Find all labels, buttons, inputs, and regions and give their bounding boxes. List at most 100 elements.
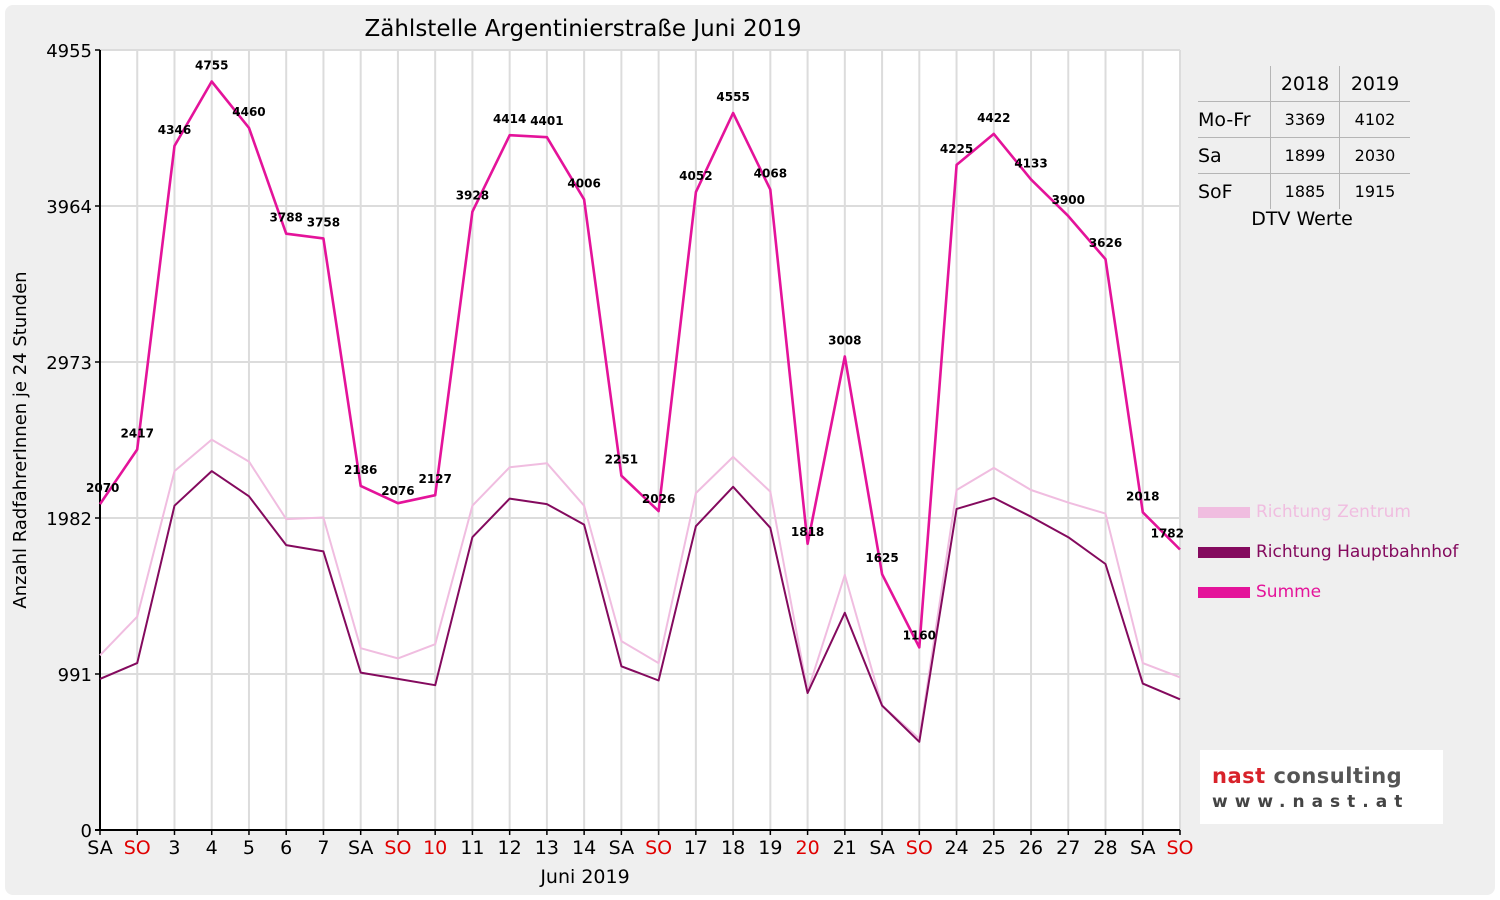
axes: 0 991 1982 2973 3964 4955 SA SO 3 4 5 6 7 SA SO 10 11 12 1…	[46, 41, 1193, 859]
data-label: 3928	[456, 189, 489, 203]
logo-brand-consulting: consulting	[1265, 764, 1403, 788]
company-logo: nast consulting www.nast.at	[1200, 750, 1443, 824]
dtv-row-label: Mo-Fr	[1198, 101, 1271, 138]
data-label: 4555	[716, 90, 749, 104]
legend-swatch-summe	[1198, 586, 1250, 598]
data-label: 3008	[828, 333, 861, 347]
data-label: 4006	[567, 176, 600, 190]
dtv-value-2018: 3369	[1270, 101, 1340, 138]
data-label: 4052	[679, 169, 712, 183]
data-label: 4414	[493, 112, 526, 126]
y-tick-label: 4955	[46, 41, 92, 62]
x-tick-label: 7	[317, 837, 329, 859]
logo-url: www.nast.at	[1212, 792, 1410, 812]
data-label: 2251	[605, 453, 638, 467]
x-tick-label: SA	[87, 837, 112, 859]
x-tick-label: 10	[423, 837, 447, 859]
legend-item-hauptbahnhof: Richtung Hauptbahnhof	[1198, 532, 1458, 572]
data-label: 3758	[307, 215, 340, 229]
data-label: 2127	[418, 472, 451, 486]
x-tick-label: SA	[348, 837, 373, 859]
dtv-header-2019: 2019	[1339, 66, 1410, 102]
y-axis-title: Anzahl RadfahrerInnen je 24 Stunden	[10, 271, 31, 608]
data-label: 3788	[270, 211, 303, 225]
series-lines	[98, 80, 1181, 743]
dtv-row-sof: SoF 1885 1915	[1198, 173, 1410, 209]
legend-item-zentrum: Richtung Zentrum	[1198, 492, 1458, 532]
series-line-richtung-hauptbahnhof	[99, 470, 1181, 743]
data-label: 2070	[86, 481, 119, 495]
x-tick-label: 5	[243, 837, 255, 859]
data-label: 4755	[195, 58, 228, 72]
x-tick-label: 12	[498, 837, 522, 859]
grid	[100, 49, 1181, 830]
x-tick-label: 3	[168, 837, 180, 859]
dtv-value-2019: 2030	[1339, 137, 1410, 174]
dtv-row-mofr: Mo-Fr 3369 4102	[1198, 101, 1410, 138]
data-label: 3626	[1089, 236, 1122, 250]
plot-area	[100, 50, 1180, 830]
dtv-row-label: Sa	[1198, 137, 1271, 174]
y-tick-label: 2973	[46, 353, 92, 374]
data-label: 4225	[940, 142, 973, 156]
x-tick-label: 4	[206, 837, 218, 859]
data-label: 2417	[121, 427, 154, 441]
x-tick-label: 27	[1056, 837, 1080, 859]
data-label: 2018	[1126, 489, 1159, 503]
data-label: 4346	[158, 123, 191, 137]
dtv-value-2019: 1915	[1339, 173, 1410, 209]
data-label: 2186	[344, 463, 377, 477]
y-tick-label: 3964	[46, 197, 92, 218]
x-axis-title: Juni 2019	[539, 866, 629, 888]
legend-label-summe: Summe	[1256, 582, 1322, 602]
data-label: 4133	[1014, 156, 1047, 170]
x-tick-label: SO	[906, 837, 933, 859]
dtv-table: 2018 2019 Mo-Fr 3369 4102 Sa 1899 2030 S…	[1198, 66, 1410, 209]
x-tick-label: 18	[721, 837, 745, 859]
series-line-richtung-zentrum	[99, 438, 1181, 740]
dtv-value-2018: 1885	[1270, 173, 1340, 209]
x-tick-label: 26	[1019, 837, 1043, 859]
x-tick-label: SO	[384, 837, 411, 859]
logo-brand-nast: nast	[1212, 764, 1266, 788]
data-label: 1160	[903, 628, 936, 642]
x-tick-label: SO	[645, 837, 672, 859]
data-label: 2076	[381, 484, 414, 498]
dtv-value-2018: 1899	[1270, 137, 1340, 174]
x-tick-label: 21	[833, 837, 857, 859]
x-tick-label: 19	[758, 837, 782, 859]
dtv-row-sa: Sa 1899 2030	[1198, 137, 1410, 174]
data-label: 1625	[865, 551, 898, 565]
legend-label-hauptbahnhof: Richtung Hauptbahnhof	[1256, 542, 1459, 562]
x-tick-label: 11	[460, 837, 484, 859]
data-label: 2026	[642, 492, 675, 506]
x-tick-label: SA	[609, 837, 634, 859]
x-tick-label: SA	[869, 837, 894, 859]
dtv-caption: DTV Werte	[1251, 208, 1353, 230]
data-label: 1818	[791, 525, 824, 539]
legend: Richtung Zentrum Richtung Hauptbahnhof S…	[1198, 492, 1458, 612]
dtv-header-empty	[1198, 66, 1271, 102]
series-line-summe	[98, 80, 1181, 649]
dtv-header-2018: 2018	[1270, 66, 1340, 102]
x-tick-label: 17	[684, 837, 708, 859]
x-tick-label: 20	[795, 837, 819, 859]
dtv-row-label: SoF	[1198, 173, 1271, 209]
data-label: 4460	[232, 105, 265, 119]
logo-brand: nast consulting	[1212, 764, 1402, 788]
x-tick-label: 25	[982, 837, 1006, 859]
y-tick-label: 991	[58, 665, 92, 686]
x-tick-label: 24	[944, 837, 968, 859]
data-label: 3900	[1052, 193, 1085, 207]
legend-label-zentrum: Richtung Zentrum	[1256, 502, 1411, 522]
dtv-header-row: 2018 2019	[1198, 66, 1410, 102]
x-tick-label: 6	[280, 837, 292, 859]
x-tick-label: 13	[535, 837, 559, 859]
data-labels: 2070 2417 4346 4755 4460 3788 3758 2186 2076 2127…	[86, 58, 1184, 642]
legend-swatch-zentrum	[1198, 506, 1250, 518]
data-label: 4068	[754, 167, 787, 181]
x-tick-label: 28	[1093, 837, 1117, 859]
data-label: 4422	[977, 111, 1010, 125]
x-tick-label: 14	[572, 837, 596, 859]
y-tick-label: 0	[81, 821, 92, 842]
